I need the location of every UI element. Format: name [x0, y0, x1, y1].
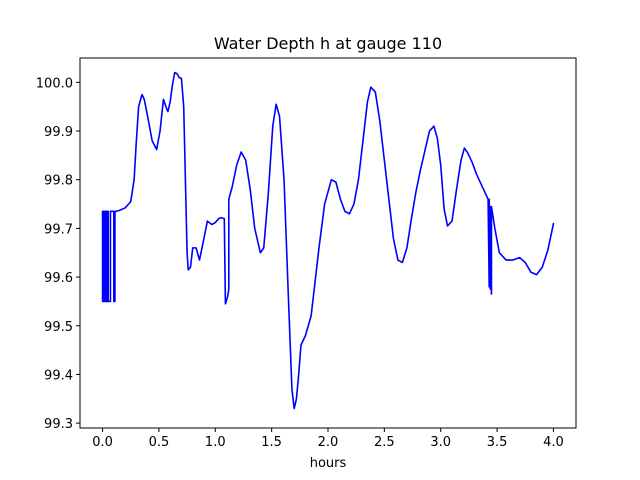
x-tick-label: 2.0: [318, 435, 339, 450]
x-tick-label: 0.0: [92, 435, 113, 450]
x-tick-label: 3.5: [487, 435, 508, 450]
x-tick-label: 4.0: [543, 435, 564, 450]
x-tick-label: 0.5: [149, 435, 170, 450]
y-tick-label: 99.9: [44, 125, 73, 140]
y-tick-label: 99.3: [44, 417, 73, 432]
y-tick-label: 99.5: [44, 320, 73, 335]
x-axis-ticks: 0.0 0.5 1.0 1.5 2.0 2.5 3.0 3.5 4.0: [92, 428, 564, 450]
y-tick-label: 99.7: [44, 222, 73, 237]
series-line: [101, 71, 555, 410]
y-axis-ticks: 99.3 99.4 99.5 99.6 99.7 99.8 99.9 100.0: [36, 76, 80, 432]
x-tick-label: 2.5: [374, 435, 395, 450]
y-tick-label: 99.8: [44, 174, 73, 189]
y-tick-label: 99.6: [44, 271, 73, 286]
x-axis-label: hours: [310, 456, 347, 471]
y-tick-label: 100.0: [36, 76, 73, 91]
chart-title: Water Depth h at gauge 110: [214, 34, 442, 53]
plot-area-lines: [101, 71, 555, 410]
x-tick-label: 1.0: [205, 435, 226, 450]
y-tick-label: 99.4: [44, 368, 73, 383]
x-tick-label: 3.0: [430, 435, 451, 450]
plot-frame: [79, 57, 577, 429]
x-tick-label: 1.5: [261, 435, 282, 450]
